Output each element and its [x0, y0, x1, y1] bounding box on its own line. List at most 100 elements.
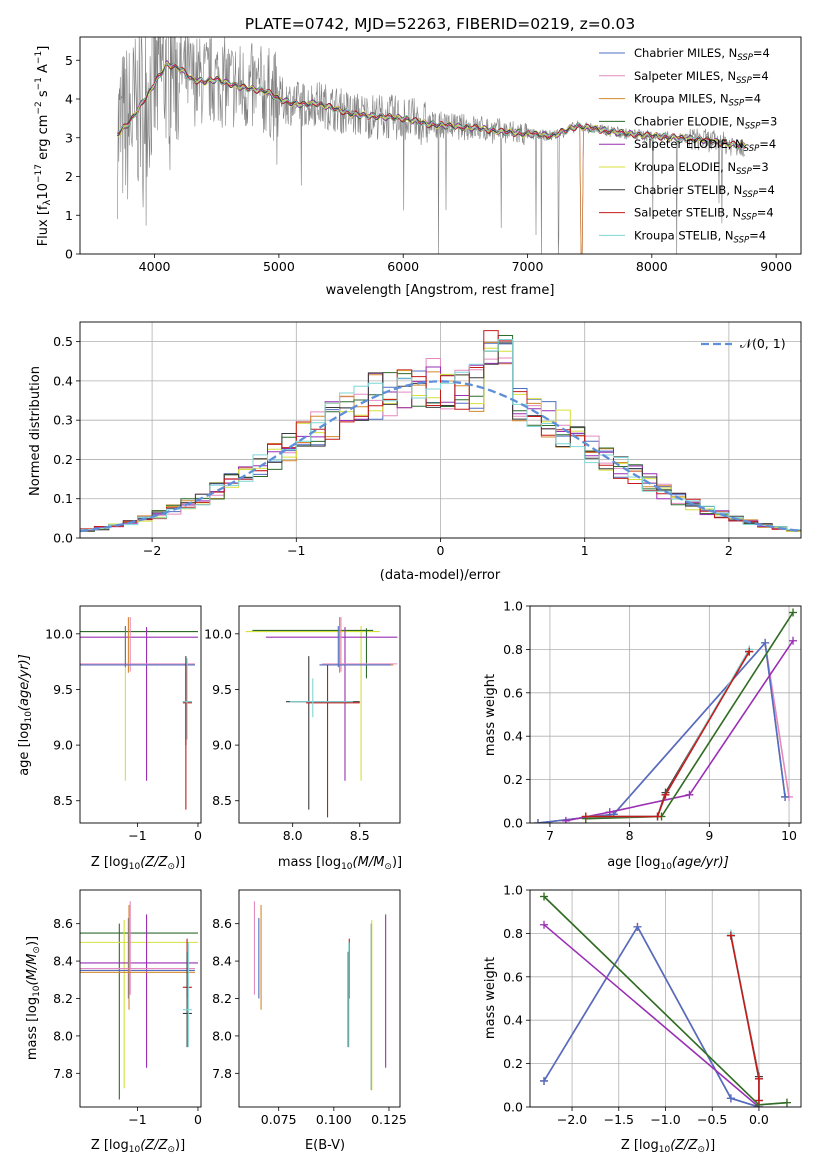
y-tick-label: 0.4 — [503, 1013, 523, 1028]
mass-weight-line — [537, 641, 790, 823]
y-tick-label: 0.5 — [53, 334, 73, 349]
y-tick-label: 0.2 — [53, 452, 73, 467]
y-tick-label: 10.0 — [204, 626, 232, 641]
legend-value: =4 — [759, 137, 776, 151]
gaussian-curve — [80, 380, 801, 533]
mass-weight-marker — [745, 647, 754, 656]
axes-frame — [79, 889, 202, 1108]
legend-name: Salpeter MILES, N — [634, 69, 736, 83]
x-tick-label: 9000 — [760, 259, 792, 274]
mass-weight-marker — [726, 1094, 735, 1103]
legend-name: Kroupa STELIB, N — [634, 228, 734, 242]
y-tick-label: 8.0 — [212, 1028, 232, 1043]
legend-sub: SSP — [745, 121, 761, 131]
mass-weight-marker — [540, 920, 549, 929]
y-tick-label: 0.2 — [503, 1056, 523, 1071]
mass-weight-marker — [540, 1076, 549, 1085]
residuals-ylabel: Normed distribution — [28, 366, 43, 496]
spectrum-ylabel: Flux [fλ10−17 erg cm−2 s−1 A−1] — [34, 46, 53, 247]
legend-value: =4 — [757, 206, 774, 220]
mass-weight-marker — [661, 790, 670, 799]
legend-sub: SSP — [742, 190, 758, 200]
y-tick-label: 8.5 — [212, 793, 232, 808]
y-tick-label: 9.0 — [212, 738, 232, 753]
x-tick-label: 8000 — [636, 259, 668, 274]
legend-label: Chabrier STELIB, NSSP=4 — [634, 183, 775, 200]
x-tick-label: 7 — [546, 828, 554, 843]
legend-label: Salpeter ELODIE, NSSP=4 — [634, 137, 776, 154]
x-tick-label: 0 — [437, 543, 445, 558]
mw-z-ylabel: mass weight — [483, 957, 498, 1039]
legend-sub: SSP — [741, 213, 757, 223]
mass-weight-marker — [789, 636, 798, 645]
x-tick-label: −2 — [143, 543, 161, 558]
x-tick-label: −1.0 — [650, 1112, 680, 1127]
x-tick-label: 4000 — [139, 259, 171, 274]
y-tick-label: 8.6 — [212, 916, 232, 931]
age-vs-mass-panel: 8.0 8.5 8.5 9.0 9.5 10.0 — [204, 605, 401, 843]
mass-weight-line — [537, 641, 786, 823]
age-vs-z-xlabel: Z [log10(Z/Z⊙)] — [91, 855, 185, 872]
legend-label: Kroupa MILES, NSSP=4 — [634, 92, 761, 109]
legend-sub: SSP — [736, 167, 752, 177]
spectrum-xlabel: wavelength [Angstrom, rest frame] — [326, 283, 555, 298]
y-tick-label: 0.0 — [503, 1100, 523, 1115]
legend-label: 𝒩(0, 1) — [740, 336, 786, 351]
x-tick-label: −1 — [128, 1112, 146, 1127]
legend-name: Kroupa ELODIE, N — [634, 160, 736, 174]
y-tick-label: 3 — [65, 130, 73, 145]
legend-sub: SSP — [734, 235, 750, 245]
mass-weight-marker — [633, 922, 642, 931]
y-tick-label: 8.5 — [53, 793, 73, 808]
y-tick-label: 1.0 — [503, 883, 523, 898]
mass-weight-line — [543, 924, 760, 1107]
legend-name: Chabrier STELIB, N — [634, 183, 742, 197]
massweight-vs-metallicity-panel: −2.0 −1.5 −1.0 −0.5 0.0 0.0 0.2 0.4 0.6 0.8 1.0 — [503, 883, 802, 1127]
legend-label: Chabrier MILES, NSSP=4 — [634, 46, 770, 63]
y-tick-label: 0.0 — [503, 816, 523, 831]
legend-sub: SSP — [744, 144, 760, 154]
age-vs-mass-xlabel: mass [log10(M/M⊙)] — [278, 855, 402, 872]
spectrum-title: PLATE=0742, MJD=52263, FIBERID=0219, z=0… — [245, 15, 635, 33]
mass-weight-line — [543, 925, 760, 1107]
x-tick-label: 9 — [705, 828, 713, 843]
massweight-vs-age-panel: 7 8 9 10 0.0 0.2 0.4 0.6 0.8 1.0 — [503, 599, 802, 843]
y-tick-label: 0.4 — [53, 373, 73, 388]
legend-name: Salpeter ELODIE, N — [634, 137, 744, 151]
legend-value: =4 — [758, 183, 775, 197]
legend-value: =4 — [752, 69, 769, 83]
axes-frame — [238, 605, 401, 824]
mass-weight-line — [537, 641, 786, 823]
x-tick-label: 10 — [781, 828, 797, 843]
y-tick-label: 0.2 — [503, 772, 523, 787]
mass-weight-line — [565, 640, 794, 822]
legend-label: Salpeter MILES, NSSP=4 — [634, 69, 769, 86]
y-tick-label: 9.5 — [212, 682, 232, 697]
legend-label: Kroupa ELODIE, NSSP=3 — [634, 160, 769, 177]
legend-value: =4 — [753, 46, 770, 60]
x-tick-label: 0.0 — [749, 1112, 769, 1127]
mass-vs-metallicity-panel: −1 0 7.8 8.0 8.2 8.4 8.6 — [53, 889, 202, 1127]
legend-sub: SSP — [729, 99, 745, 109]
axes-frame — [79, 605, 202, 824]
legend-label: Salpeter STELIB, NSSP=4 — [634, 206, 774, 223]
legend-name: Chabrier ELODIE, N — [634, 114, 745, 128]
axes-frame — [529, 605, 802, 824]
legend-label: Chabrier ELODIE, NSSP=3 — [634, 114, 777, 131]
y-tick-label: 8.4 — [212, 954, 232, 969]
x-tick-label: 0.075 — [261, 1112, 297, 1127]
axes-frame — [529, 889, 802, 1108]
axes-frame — [79, 321, 802, 539]
y-tick-label: 0.6 — [503, 969, 523, 984]
mw-age-ylabel: mass weight — [483, 674, 498, 756]
y-tick-label: 0.8 — [503, 642, 523, 657]
x-tick-label: −1 — [287, 543, 305, 558]
model-line — [117, 63, 746, 148]
mass-weight-marker — [781, 792, 790, 801]
y-tick-label: 0.0 — [53, 531, 73, 546]
mw-z-xlabel: Z [log10(Z/Z⊙)] — [621, 1138, 715, 1155]
x-tick-label: 2 — [725, 543, 733, 558]
x-tick-label: −0.5 — [697, 1112, 727, 1127]
mass-weight-marker — [581, 812, 590, 821]
y-tick-label: 1 — [65, 208, 73, 223]
